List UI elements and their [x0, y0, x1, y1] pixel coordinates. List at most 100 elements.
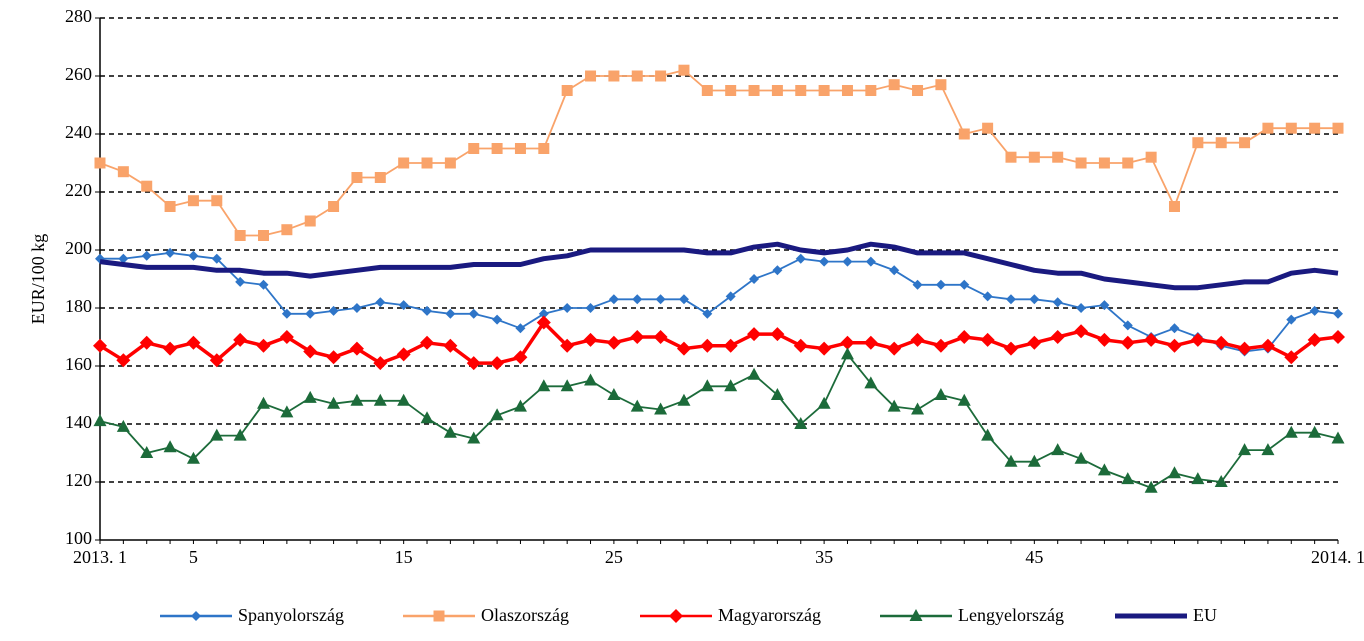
marker	[560, 338, 575, 353]
marker	[186, 451, 200, 464]
marker	[1145, 151, 1157, 163]
marker	[1332, 122, 1344, 134]
marker	[865, 85, 877, 96]
marker	[1052, 151, 1064, 163]
marker	[280, 405, 294, 418]
marker	[887, 341, 902, 356]
marker	[795, 85, 807, 96]
marker	[93, 338, 107, 353]
marker	[655, 294, 666, 305]
marker	[443, 425, 457, 438]
marker	[1122, 320, 1133, 331]
x-tick-label: 5	[189, 547, 198, 567]
y-tick-label: 100	[65, 528, 92, 548]
marker	[725, 291, 736, 302]
marker	[186, 335, 201, 350]
legend-label: Spanyolország	[238, 605, 344, 625]
marker	[191, 611, 201, 621]
marker	[233, 332, 248, 347]
marker	[116, 353, 131, 368]
marker	[725, 85, 737, 96]
marker	[562, 303, 573, 313]
marker	[328, 305, 339, 316]
marker	[1284, 350, 1299, 365]
marker	[724, 379, 738, 392]
marker	[398, 300, 409, 311]
marker	[1027, 335, 1042, 350]
marker	[840, 347, 854, 360]
marker	[1237, 341, 1252, 356]
marker	[468, 143, 480, 154]
marker	[935, 79, 947, 91]
y-tick-label: 240	[65, 122, 92, 142]
marker	[1284, 425, 1298, 438]
marker	[957, 330, 972, 344]
marker	[1214, 335, 1229, 350]
marker	[957, 393, 971, 406]
marker	[1262, 122, 1274, 134]
marker	[1005, 151, 1017, 163]
series-line	[99, 241, 1339, 291]
marker	[608, 70, 620, 82]
marker	[1239, 137, 1251, 149]
marker	[560, 379, 574, 392]
marker	[863, 335, 878, 350]
legend-label: Magyarország	[718, 605, 821, 625]
marker	[631, 70, 643, 82]
marker	[608, 294, 619, 305]
marker	[444, 157, 456, 169]
marker	[491, 143, 503, 154]
marker	[93, 414, 107, 427]
marker	[606, 335, 621, 350]
marker	[398, 157, 410, 169]
marker	[1333, 308, 1343, 319]
y-tick-label: 200	[65, 238, 92, 258]
marker	[677, 393, 691, 406]
marker	[351, 303, 362, 313]
marker	[935, 279, 946, 290]
marker	[513, 350, 528, 365]
marker	[1285, 122, 1297, 134]
marker	[350, 393, 364, 406]
marker	[842, 256, 853, 267]
marker	[655, 70, 667, 82]
marker	[373, 393, 387, 406]
marker	[817, 341, 832, 356]
marker	[1076, 303, 1087, 313]
marker	[865, 256, 876, 267]
marker	[211, 253, 222, 264]
marker	[909, 609, 923, 621]
marker	[1097, 332, 1112, 347]
marker	[1286, 314, 1297, 325]
marker	[749, 274, 760, 284]
marker	[373, 356, 388, 371]
marker	[490, 356, 505, 371]
x-tick-label: 25	[605, 547, 623, 567]
marker	[445, 308, 456, 319]
marker	[1308, 425, 1322, 438]
marker	[209, 353, 224, 368]
marker	[1121, 472, 1135, 485]
marker	[256, 338, 271, 353]
marker	[748, 85, 760, 96]
marker	[1309, 305, 1320, 316]
marker	[1051, 443, 1065, 456]
marker	[819, 256, 830, 267]
marker	[676, 341, 691, 356]
marker	[328, 201, 340, 212]
marker	[141, 180, 153, 192]
marker	[980, 332, 995, 347]
marker	[701, 85, 713, 96]
marker	[584, 373, 598, 386]
marker	[1261, 443, 1275, 456]
marker	[841, 85, 853, 96]
marker	[771, 85, 783, 96]
y-tick-label: 140	[65, 412, 92, 432]
marker	[793, 338, 808, 353]
marker	[632, 294, 643, 305]
marker	[490, 408, 504, 421]
marker	[420, 411, 434, 424]
marker	[1144, 480, 1158, 493]
marker	[1028, 151, 1040, 163]
marker	[888, 79, 900, 91]
